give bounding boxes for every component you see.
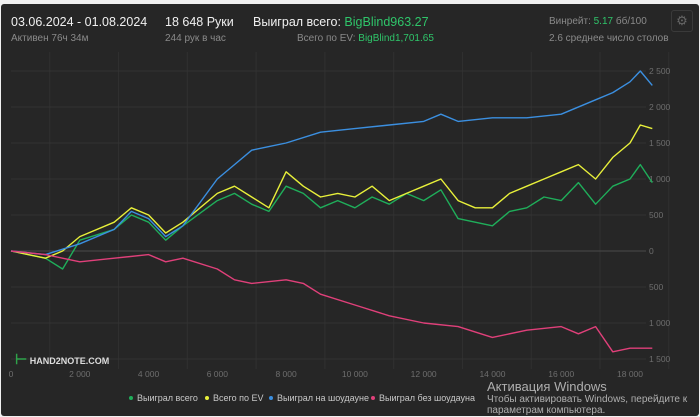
legend-marker-icon <box>371 396 375 400</box>
x-tick-label: 8 000 <box>275 369 297 379</box>
series-line-4 <box>10 250 653 353</box>
windows-activation-line1: Чтобы активировать Windows, перейдите к <box>487 394 688 405</box>
x-tick-label: 18 000 <box>617 369 643 379</box>
series-line-1 <box>10 163 653 270</box>
y-tick-label: 1 500 <box>649 354 671 364</box>
y-tick-label: 0 <box>649 246 654 256</box>
y-tick-label: 1 000 <box>649 318 671 328</box>
y-tick-label: 500 <box>649 210 663 220</box>
logo-h-icon: ⊢ <box>15 351 28 367</box>
legend-item[interactable]: Всего по EV <box>205 393 263 403</box>
hand2note-logo: ⊢ HAND2NOTE.COM <box>15 351 110 367</box>
date-range[interactable]: 03.06.2024 - 01.08.2024 <box>11 15 148 29</box>
legend-marker-icon <box>205 396 209 400</box>
legend-item[interactable]: Выиграл всего <box>129 393 198 403</box>
legend-label: Выиграл на шоудауне <box>277 393 369 403</box>
hands-count: 18 648 Руки <box>165 15 234 29</box>
winrate: Винрейт: 5.17 бб/100 <box>549 16 647 27</box>
legend-item[interactable]: Выиграл без шоудауна <box>371 393 475 403</box>
legend-label: Выиграл всего <box>137 393 198 403</box>
legend-label: Всего по EV <box>213 393 263 403</box>
stats-panel: 03.06.2024 - 01.08.2024 Активен 76ч 34м … <box>1 4 699 416</box>
x-tick-label: 12 000 <box>411 369 437 379</box>
active-time: Активен 76ч 34м <box>11 33 89 44</box>
x-tick-label: 16 000 <box>548 369 574 379</box>
avg-tables: 2.6 среднее число столов <box>549 33 669 44</box>
x-tick-label: 14 000 <box>479 369 505 379</box>
hands-per-hour: 244 рук в час <box>165 33 226 44</box>
x-tick-label: 6 000 <box>207 369 229 379</box>
y-tick-label: 1 000 <box>649 174 671 184</box>
windows-activation-line2: параметрам компьютера. <box>487 405 606 416</box>
legend-marker-icon <box>129 396 133 400</box>
settings-gear-icon[interactable]: ⚙ <box>671 10 693 32</box>
x-tick-label: 4 000 <box>138 369 160 379</box>
y-tick-label: 500 <box>649 282 663 292</box>
x-tick-label: 10 000 <box>342 369 368 379</box>
windows-activation-title: Активация Windows <box>487 379 607 394</box>
legend-item[interactable]: Выиграл на шоудауне <box>269 393 369 403</box>
y-tick-label: 2 500 <box>649 66 671 76</box>
series-line-3 <box>10 70 653 256</box>
ev-total: Всего по EV: BigBlind1,701.65 <box>297 33 434 44</box>
won-total: Выиграл всего: BigBlind963.27 <box>253 15 429 29</box>
x-tick-label: 0 <box>9 369 14 379</box>
series-line-2 <box>10 124 653 259</box>
line-chart: 2 500 2 000 1 500 1 000 500 0 500 1 000 1 500 0 2 … <box>9 52 671 403</box>
x-tick-label: 2 000 <box>69 369 91 379</box>
y-tick-label: 2 000 <box>649 102 671 112</box>
legend-marker-icon <box>269 396 273 400</box>
y-tick-label: 1 500 <box>649 138 671 148</box>
legend-label: Выиграл без шоудауна <box>379 393 475 403</box>
